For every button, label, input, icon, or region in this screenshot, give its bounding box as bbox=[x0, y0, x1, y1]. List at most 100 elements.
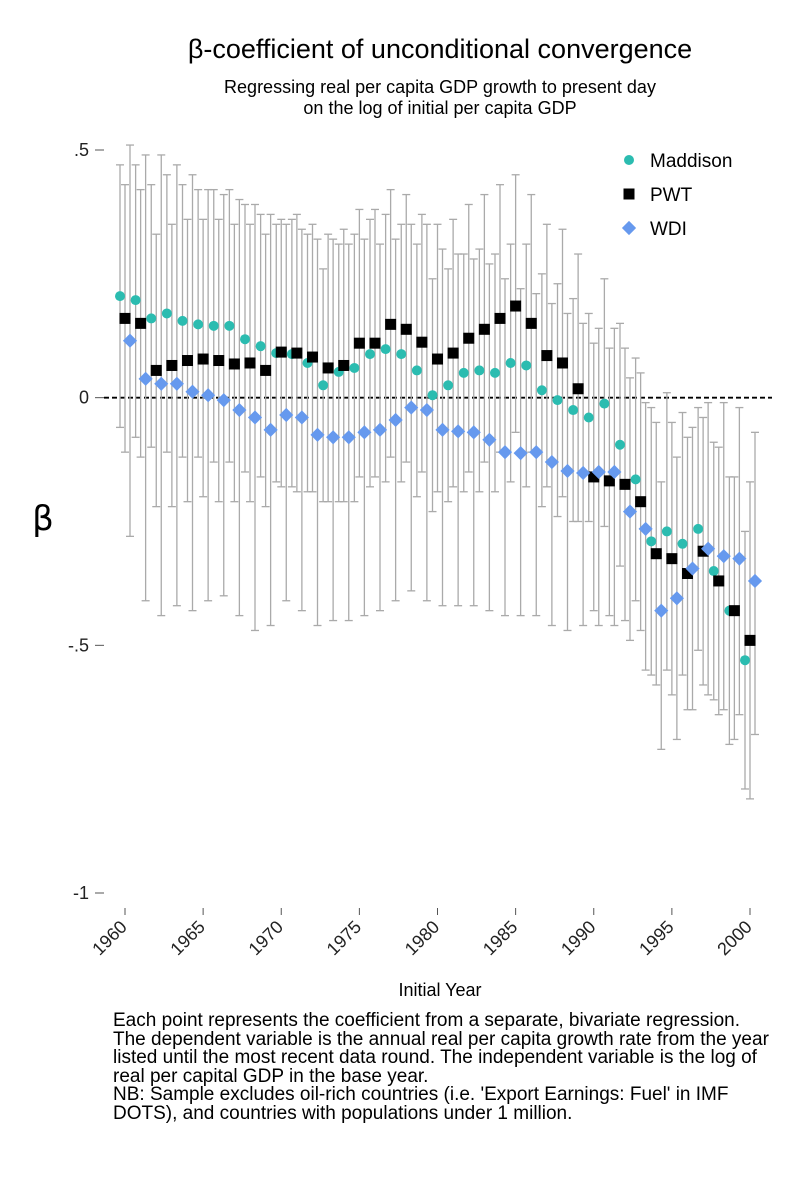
wdi-point bbox=[263, 422, 278, 437]
pwt-point bbox=[182, 355, 193, 367]
wdi-point bbox=[122, 333, 138, 348]
pwt-point bbox=[525, 317, 537, 329]
pwt-point bbox=[135, 317, 147, 329]
chart-subtitle-line-1: Regressing real per capita GDP growth to… bbox=[224, 77, 656, 97]
legend-label-pwt: PWT bbox=[650, 185, 693, 206]
maddison-point bbox=[208, 320, 219, 331]
pwt-point bbox=[666, 553, 678, 565]
legend-marker-wdi bbox=[621, 220, 637, 236]
maddison-point bbox=[521, 360, 532, 371]
pwt-point bbox=[603, 475, 615, 487]
wdi-point bbox=[544, 454, 559, 470]
wdi-point bbox=[654, 603, 669, 618]
maddison-point bbox=[411, 365, 422, 376]
maddison-point bbox=[630, 474, 641, 485]
wdi-point bbox=[685, 561, 700, 576]
wdi-point bbox=[607, 464, 622, 480]
pwt-point bbox=[713, 575, 725, 587]
maddison-point bbox=[130, 295, 141, 306]
pwt-point bbox=[635, 496, 647, 508]
maddison-point bbox=[677, 538, 688, 549]
pwt-point bbox=[307, 351, 318, 363]
chart-title: β-coefficient of unconditional convergen… bbox=[188, 34, 692, 64]
x-axis: 1960 1965 1970 1975 1980 1985 1990 1995 2000 bbox=[88, 908, 756, 959]
maddison-point bbox=[443, 380, 454, 391]
maddison-point bbox=[661, 526, 672, 537]
pwt-point bbox=[478, 323, 490, 335]
y-tick-label: -1 bbox=[73, 883, 89, 903]
pwt-point bbox=[400, 323, 412, 335]
legend-label-wdi: WDI bbox=[650, 219, 687, 240]
wdi-point bbox=[638, 521, 653, 537]
y-tick-label: 0 bbox=[79, 388, 89, 408]
pwt-point bbox=[744, 634, 756, 646]
x-tick-label: 1990 bbox=[557, 917, 599, 959]
wdi-point bbox=[326, 430, 341, 445]
wdi-point bbox=[747, 573, 763, 589]
legend-marker-pwt bbox=[623, 188, 635, 200]
pwt-point bbox=[291, 347, 303, 359]
maddison-point bbox=[380, 344, 391, 355]
pwt-point bbox=[510, 300, 522, 312]
x-tick-label: 1980 bbox=[401, 917, 443, 959]
wdi-point bbox=[419, 402, 434, 418]
caption-paragraph-2: NB: Sample excludes oil-rich countries (… bbox=[113, 1084, 729, 1124]
caption: Each point represents the coefficient fr… bbox=[113, 1010, 773, 1124]
x-tick-label: 2000 bbox=[713, 917, 755, 959]
wdi-point bbox=[247, 410, 263, 425]
pwt-point bbox=[447, 347, 459, 359]
pwt-point bbox=[322, 362, 334, 374]
wdi-point bbox=[154, 376, 169, 391]
pwt-point bbox=[385, 318, 397, 330]
maddison-point bbox=[240, 334, 250, 345]
maddison-point bbox=[161, 308, 172, 319]
maddison-point bbox=[693, 523, 704, 534]
pwt-point bbox=[166, 359, 178, 371]
maddison-point bbox=[177, 315, 188, 326]
wdi-point bbox=[279, 407, 294, 423]
x-tick-label: 1970 bbox=[245, 917, 287, 959]
x-axis-title: Initial Year bbox=[398, 980, 481, 1000]
wdi-point bbox=[201, 388, 216, 403]
maddison-point bbox=[490, 367, 500, 378]
pwt-point bbox=[244, 357, 256, 369]
pwt-point bbox=[432, 353, 443, 365]
wdi-point bbox=[138, 371, 153, 386]
legend-marker-maddison bbox=[624, 155, 634, 165]
maddison-point bbox=[146, 313, 157, 324]
wdi-point bbox=[466, 425, 481, 440]
wdi-point bbox=[701, 541, 716, 556]
pwt-point bbox=[416, 336, 428, 348]
pwt-point bbox=[275, 346, 287, 358]
wdi-point bbox=[232, 402, 247, 418]
x-tick-label: 1975 bbox=[323, 917, 365, 959]
wdi-point bbox=[310, 427, 325, 442]
pwt-point bbox=[697, 545, 709, 557]
legend-label-maddison: Maddison bbox=[650, 151, 732, 172]
pwt-point bbox=[572, 383, 584, 395]
x-tick-label: 1995 bbox=[635, 917, 677, 959]
pwt-point bbox=[463, 332, 475, 344]
maddison-point bbox=[615, 439, 625, 450]
wdi-point bbox=[576, 465, 591, 481]
wdi-point bbox=[294, 410, 309, 425]
wdi-point bbox=[185, 384, 200, 399]
maddison-point bbox=[458, 367, 469, 378]
maddison-point bbox=[193, 319, 204, 330]
pwt-point bbox=[682, 568, 693, 580]
wdi-point bbox=[341, 430, 356, 445]
pwt-point bbox=[369, 337, 381, 349]
maddison-point bbox=[708, 566, 719, 577]
wdi-point bbox=[216, 393, 231, 408]
chart-subtitle-line-2: on the log of initial per capita GDP bbox=[303, 98, 576, 118]
maddison-point bbox=[396, 349, 407, 360]
y-axis: .5 0 -.5 -1 bbox=[68, 140, 104, 903]
maddison-point bbox=[740, 655, 750, 666]
wdi-point bbox=[560, 463, 575, 479]
wdi-point bbox=[404, 400, 419, 415]
wdi-point bbox=[435, 422, 450, 437]
caption-paragraph-1: Each point represents the coefficient fr… bbox=[113, 1010, 769, 1087]
maddison-point bbox=[646, 536, 657, 547]
x-tick-label: 1965 bbox=[166, 917, 208, 959]
